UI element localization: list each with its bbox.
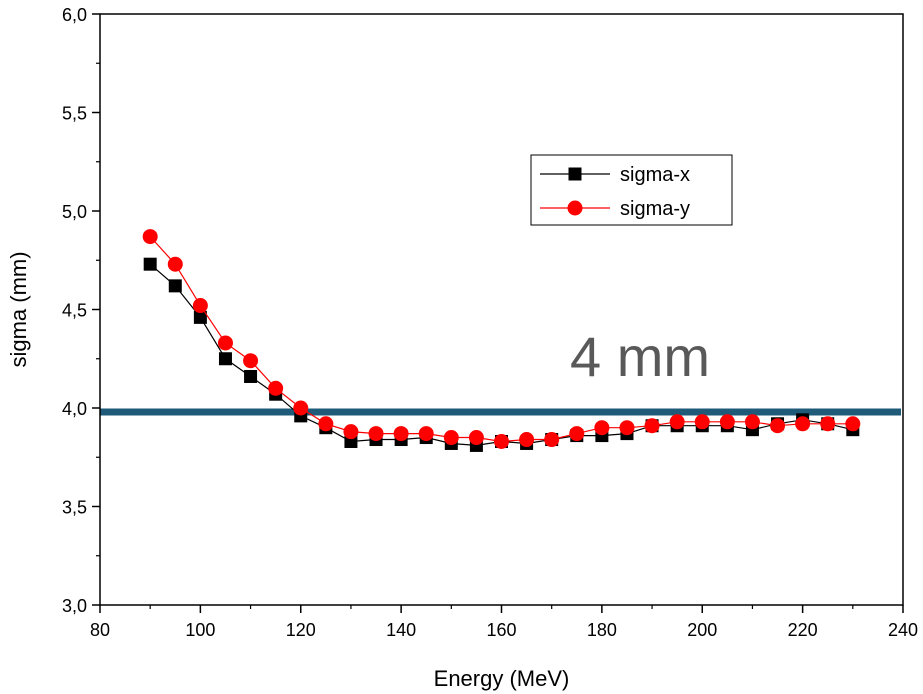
data-point-sigma-x — [193, 310, 207, 324]
data-point-sigma-y — [795, 416, 811, 432]
legend-label-sigma-x: sigma-x — [620, 164, 690, 186]
data-point-sigma-y — [368, 426, 384, 442]
legend-marker-sigma-y — [567, 200, 583, 216]
data-point-sigma-y — [694, 414, 710, 430]
data-point-sigma-y — [243, 353, 259, 369]
y-tick-label: 3,5 — [62, 498, 87, 518]
data-point-sigma-y — [192, 298, 208, 314]
data-point-sigma-y — [142, 229, 158, 245]
y-tick-label: 4,0 — [62, 399, 87, 419]
data-point-sigma-y — [845, 416, 861, 432]
x-tick-label: 120 — [286, 620, 316, 640]
plot-frame — [99, 13, 904, 606]
x-tick-label: 200 — [687, 620, 717, 640]
data-point-sigma-y — [770, 418, 786, 434]
y-tick-label: 3,0 — [62, 596, 87, 616]
data-point-sigma-x — [143, 257, 157, 271]
y-tick-label: 5,0 — [62, 202, 87, 222]
data-point-sigma-y — [569, 426, 585, 442]
y-tick-label: 4,5 — [62, 301, 87, 321]
data-point-sigma-y — [820, 416, 836, 432]
data-point-sigma-y — [393, 426, 409, 442]
x-tick-label: 240 — [888, 620, 918, 640]
data-point-sigma-y — [468, 430, 484, 446]
data-point-sigma-y — [644, 418, 660, 434]
legend-marker-sigma-x — [568, 167, 582, 181]
x-tick-label: 100 — [185, 620, 215, 640]
x-tick-label: 220 — [788, 620, 818, 640]
data-point-sigma-y — [719, 414, 735, 430]
data-point-sigma-y — [418, 426, 434, 442]
legend-label-sigma-y: sigma-y — [620, 198, 690, 220]
data-point-sigma-y — [544, 432, 560, 448]
data-point-sigma-y — [268, 380, 284, 396]
data-point-sigma-y — [167, 256, 183, 272]
legend-box — [530, 154, 733, 226]
ticks-layer: 80 100 120 140 160 180 200 220 240 3,0 3,5 4,0 4,5 5,… — [62, 5, 918, 640]
x-tick-label: 180 — [587, 620, 617, 640]
data-point-sigma-y — [343, 424, 359, 440]
data-point-sigma-y — [217, 335, 233, 351]
y-axis-label: sigma (mm) — [6, 251, 31, 367]
data-point-sigma-x — [168, 279, 182, 293]
axes-layer — [99, 13, 904, 606]
x-tick-label: 140 — [386, 620, 416, 640]
data-point-sigma-y — [744, 414, 760, 430]
data-point-sigma-y — [619, 420, 635, 436]
data-point-sigma-x — [218, 352, 232, 366]
data-point-sigma-y — [443, 430, 459, 446]
y-tick-label: 6,0 — [62, 5, 87, 25]
data-point-sigma-y — [494, 433, 509, 449]
y-tick-label: 5,5 — [62, 104, 87, 124]
x-tick-label: 80 — [90, 620, 110, 640]
series-sigma-y — [142, 229, 861, 449]
annotation-text: 4 mm — [570, 325, 710, 388]
data-point-sigma-y — [318, 416, 334, 432]
data-point-sigma-y — [594, 420, 610, 436]
data-point-sigma-x — [244, 369, 258, 383]
data-point-sigma-y — [519, 432, 535, 448]
data-point-sigma-y — [669, 414, 685, 430]
series-layer — [142, 229, 861, 452]
data-point-sigma-y — [293, 400, 309, 416]
x-axis-label: Energy (MeV) — [434, 666, 570, 691]
legend: sigma-x sigma-y — [530, 154, 733, 226]
x-tick-label: 160 — [486, 620, 516, 640]
